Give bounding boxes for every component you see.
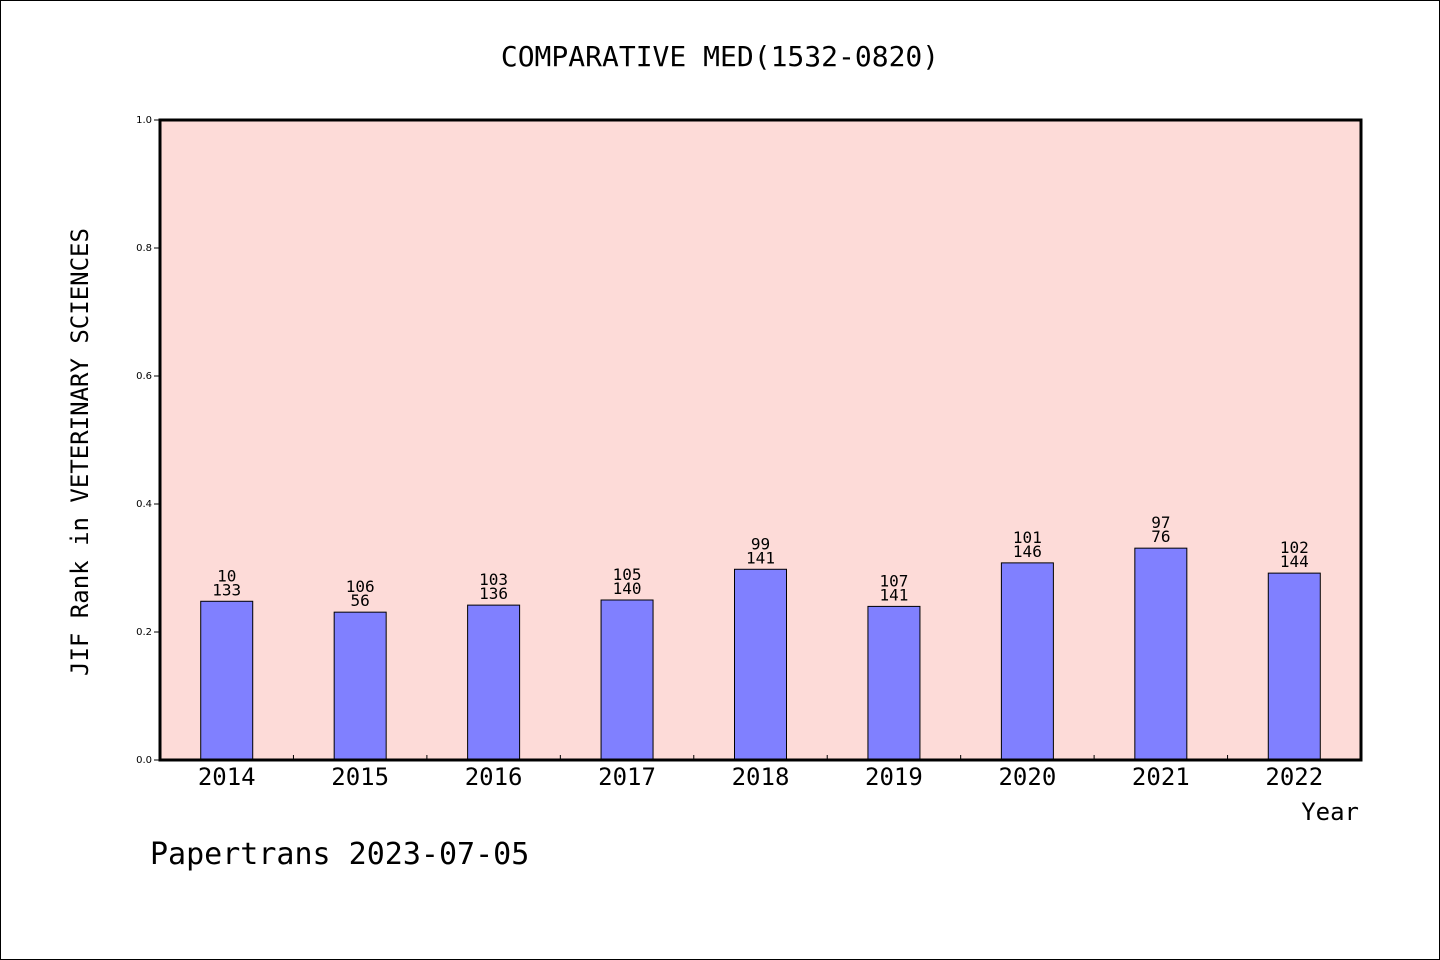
bar-2020 bbox=[1000, 562, 1054, 761]
x-tick-label-2017: 2017 bbox=[598, 763, 656, 791]
data-label-top-2018: 99 bbox=[751, 534, 770, 553]
bar-2017 bbox=[600, 599, 654, 761]
x-tick-label-2018: 2018 bbox=[732, 763, 790, 791]
y-tick-label-0.8: 0.8 bbox=[136, 243, 152, 254]
chart-title: COMPARATIVE MED(1532-0820) bbox=[501, 40, 939, 73]
y-tick-label-0.4: 0.4 bbox=[136, 499, 152, 510]
data-label-bottom-2017: 140 bbox=[613, 579, 642, 598]
data-label-bottom-2014: 133 bbox=[212, 580, 241, 599]
bar-2014 bbox=[200, 600, 254, 761]
x-axis-label: Year bbox=[1301, 798, 1359, 826]
y-tick-label-0.6: 0.6 bbox=[136, 371, 152, 382]
y-tick-label-1.0: 1.0 bbox=[136, 115, 152, 126]
data-label-top-2020: 101 bbox=[1013, 528, 1042, 547]
y-axis-label: JIF Rank in VETERINARY SCIENCES bbox=[66, 228, 94, 676]
x-tick-label-2020: 2020 bbox=[998, 763, 1056, 791]
x-tick-label-2015: 2015 bbox=[331, 763, 389, 791]
x-tick-label-2014: 2014 bbox=[198, 763, 256, 791]
footer-text: Papertrans 2023-07-05 bbox=[150, 837, 529, 872]
data-label-top-2017: 105 bbox=[613, 565, 642, 584]
data-label-top-2014: 10 bbox=[217, 566, 236, 585]
x-tick-label-2019: 2019 bbox=[865, 763, 923, 791]
data-label-bottom-2022: 144 bbox=[1280, 552, 1309, 571]
plot-border bbox=[158, 118, 1363, 762]
data-label-top-2022: 102 bbox=[1280, 538, 1309, 557]
bar-2015 bbox=[333, 611, 387, 761]
data-label-bottom-2019: 141 bbox=[879, 585, 908, 604]
bar-2018 bbox=[734, 568, 787, 761]
data-label-top-2019: 107 bbox=[879, 571, 908, 590]
bar-2016 bbox=[467, 604, 521, 761]
data-label-top-2015: 106 bbox=[346, 577, 375, 596]
data-label-top-2021: 97 bbox=[1151, 513, 1170, 532]
data-label-bottom-2016: 136 bbox=[479, 584, 508, 603]
y-tick-label-0.0: 0.0 bbox=[136, 755, 152, 766]
x-tick-label-2016: 2016 bbox=[465, 763, 523, 791]
bar-2022 bbox=[1267, 572, 1321, 761]
data-label-bottom-2018: 141 bbox=[746, 548, 775, 567]
x-tick-label-2022: 2022 bbox=[1265, 763, 1323, 791]
data-label-bottom-2020: 146 bbox=[1013, 542, 1042, 561]
data-label-top-2016: 103 bbox=[479, 570, 508, 589]
data-label-bottom-2021: 76 bbox=[1151, 527, 1170, 546]
bar-2019 bbox=[867, 605, 921, 761]
x-tick-label-2021: 2021 bbox=[1132, 763, 1190, 791]
data-label-bottom-2015: 56 bbox=[351, 591, 370, 610]
y-tick-label-0.2: 0.2 bbox=[136, 627, 152, 638]
bar-2021 bbox=[1134, 547, 1188, 761]
